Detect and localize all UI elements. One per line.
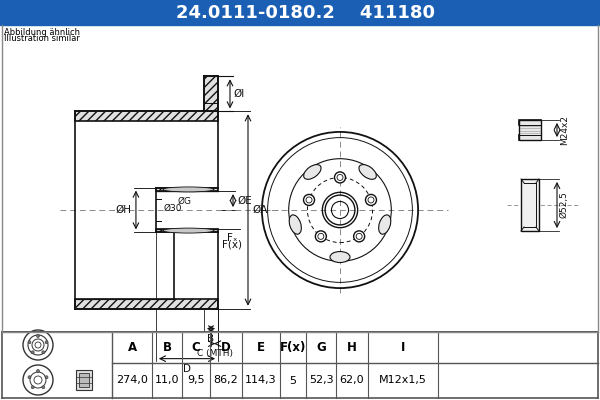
Text: E: E (257, 341, 265, 354)
Text: 274,0: 274,0 (116, 376, 148, 386)
Circle shape (45, 341, 48, 344)
Text: G: G (316, 341, 326, 354)
Text: A: A (127, 341, 137, 354)
Text: 114,3: 114,3 (245, 376, 277, 386)
Text: Illustration similar: Illustration similar (4, 34, 80, 43)
Circle shape (37, 334, 40, 338)
Circle shape (28, 341, 31, 344)
Text: I: I (401, 341, 405, 354)
Text: ØE: ØE (237, 196, 252, 206)
Bar (204, 76, 218, 111)
Text: 11,0: 11,0 (155, 376, 179, 386)
Ellipse shape (163, 187, 214, 192)
Text: M12x1,5: M12x1,5 (379, 376, 427, 386)
Bar (76, 370, 92, 390)
Circle shape (31, 351, 34, 354)
Circle shape (28, 376, 31, 379)
Bar (79, 373, 89, 387)
Text: 52,3: 52,3 (308, 376, 334, 386)
Text: 5: 5 (290, 376, 296, 386)
Bar (156, 229, 218, 232)
Text: ØH: ØH (116, 205, 132, 215)
Ellipse shape (163, 228, 214, 233)
Text: 86,2: 86,2 (214, 376, 238, 386)
Circle shape (335, 172, 346, 183)
Text: ØG: ØG (178, 197, 192, 206)
Text: F(x): F(x) (280, 341, 306, 354)
Circle shape (365, 194, 376, 206)
Bar (75, 299, 218, 309)
Circle shape (304, 194, 314, 206)
Text: Abbildung ähnlich: Abbildung ähnlich (4, 28, 80, 37)
Text: Fₓ: Fₓ (227, 233, 237, 243)
Text: C (MTH): C (MTH) (197, 349, 233, 358)
Bar (521, 179, 539, 231)
Text: 24.0111-0180.2    411180: 24.0111-0180.2 411180 (176, 4, 434, 22)
Text: D: D (183, 364, 191, 374)
Text: Ø52,5: Ø52,5 (560, 192, 569, 218)
Bar (519, 135, 541, 140)
Ellipse shape (289, 215, 301, 234)
Ellipse shape (359, 164, 376, 179)
Circle shape (316, 231, 326, 242)
Text: 9,5: 9,5 (187, 376, 205, 386)
Circle shape (31, 386, 34, 389)
Text: D: D (221, 341, 231, 354)
Bar (519, 120, 541, 125)
Circle shape (42, 386, 45, 389)
Circle shape (42, 351, 45, 354)
Bar (156, 188, 218, 191)
Text: B: B (163, 341, 172, 354)
Text: M24x2: M24x2 (560, 115, 569, 145)
Ellipse shape (330, 252, 350, 262)
Circle shape (37, 370, 40, 372)
Text: Ø30: Ø30 (164, 204, 182, 212)
Text: C: C (191, 341, 200, 354)
Ellipse shape (304, 164, 321, 179)
Bar (0, 0, 600, 25)
Circle shape (45, 376, 48, 379)
Text: 62,0: 62,0 (340, 376, 364, 386)
Bar (519, 120, 541, 140)
Text: ØA: ØA (252, 205, 268, 215)
Circle shape (353, 231, 365, 242)
Text: F(x): F(x) (222, 240, 242, 250)
Bar (75, 111, 218, 121)
Text: B: B (208, 334, 215, 344)
Text: ØI: ØI (233, 89, 244, 99)
Text: H: H (347, 341, 357, 354)
Ellipse shape (379, 215, 391, 234)
